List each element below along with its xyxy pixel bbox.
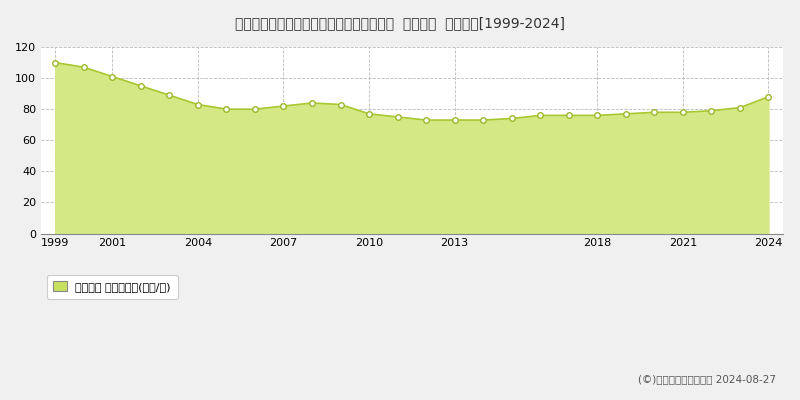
Text: 大阪府大阪市城東区野江２丁目３９番２外  地価公示  地価推移[1999-2024]: 大阪府大阪市城東区野江２丁目３９番２外 地価公示 地価推移[1999-2024] bbox=[235, 16, 565, 30]
Point bbox=[448, 117, 461, 123]
Point bbox=[619, 111, 632, 117]
Point bbox=[420, 117, 433, 123]
Point bbox=[134, 83, 147, 89]
Point bbox=[762, 94, 775, 100]
Point bbox=[677, 109, 690, 116]
Point bbox=[391, 114, 404, 120]
Point bbox=[306, 100, 318, 106]
Point bbox=[506, 115, 518, 122]
Point bbox=[534, 112, 546, 118]
Point bbox=[277, 103, 290, 109]
Point bbox=[734, 104, 746, 111]
Point bbox=[249, 106, 262, 112]
Point bbox=[362, 111, 375, 117]
Point bbox=[477, 117, 490, 123]
Point bbox=[49, 59, 62, 66]
Point bbox=[648, 109, 661, 116]
Legend: 地価公示 平均坊単価(万円/坊): 地価公示 平均坊単価(万円/坊) bbox=[46, 275, 178, 299]
Point bbox=[705, 108, 718, 114]
Point bbox=[334, 101, 347, 108]
Point bbox=[163, 92, 176, 98]
Point bbox=[78, 64, 90, 70]
Point bbox=[591, 112, 604, 118]
Point bbox=[106, 73, 118, 80]
Text: (©)土地価格ドットコム 2024-08-27: (©)土地価格ドットコム 2024-08-27 bbox=[638, 374, 776, 384]
Point bbox=[191, 101, 204, 108]
Point bbox=[220, 106, 233, 112]
Point bbox=[562, 112, 575, 118]
